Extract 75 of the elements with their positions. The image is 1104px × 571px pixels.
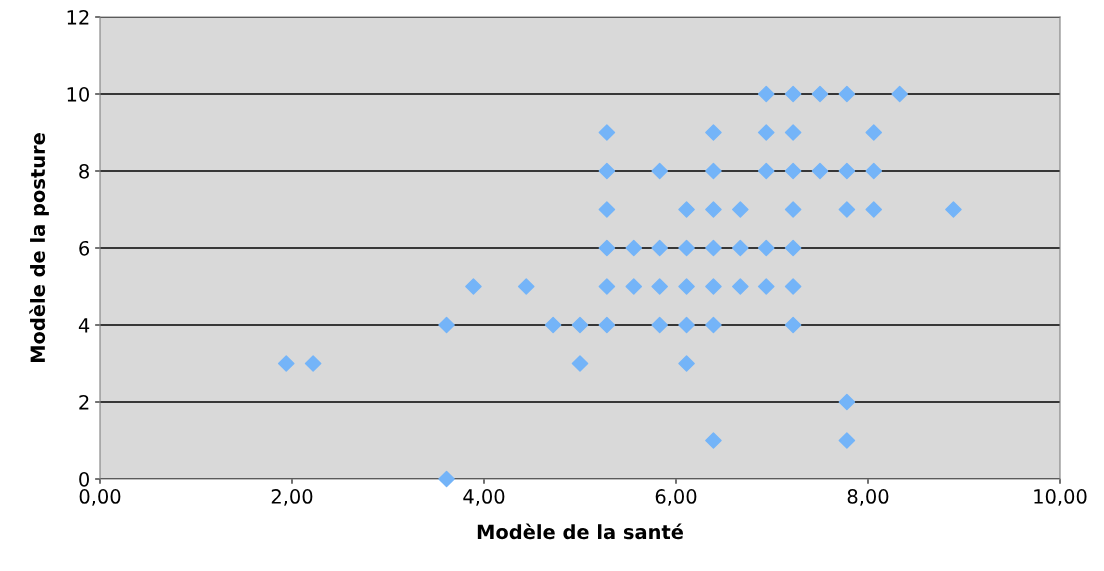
- point: [757, 162, 775, 180]
- point: [438, 470, 455, 488]
- point: [678, 355, 695, 372]
- point: [784, 316, 802, 334]
- point: [304, 355, 322, 372]
- point: [732, 278, 749, 295]
- point: [651, 316, 668, 334]
- point: [598, 162, 616, 180]
- point: [625, 278, 643, 295]
- point: [838, 393, 856, 411]
- point: [678, 201, 695, 218]
- point: [838, 201, 856, 218]
- y-tick-label: 2: [79, 394, 89, 410]
- y-tick-label: 8: [79, 163, 89, 179]
- point: [865, 201, 883, 218]
- point: [438, 316, 455, 334]
- y-axis-title: Modèle de la posture: [29, 133, 49, 363]
- point: [838, 432, 856, 449]
- y-tick-label: 0: [79, 471, 89, 487]
- point: [705, 162, 722, 180]
- point: [811, 162, 829, 180]
- point: [757, 124, 775, 141]
- point: [891, 85, 908, 103]
- point: [784, 85, 802, 103]
- point: [705, 278, 722, 295]
- x-axis-title: Modèle de la santé: [477, 523, 683, 540]
- point: [678, 278, 695, 295]
- x-tick-label: 0,00: [79, 489, 121, 506]
- point: [277, 355, 295, 372]
- point: [651, 239, 668, 257]
- point: [598, 201, 616, 218]
- point: [705, 316, 722, 334]
- point: [571, 316, 589, 334]
- point: [651, 278, 668, 295]
- point: [465, 278, 482, 295]
- y-tick-label: 6: [79, 240, 90, 256]
- x-tick-label: 10,00: [1034, 489, 1087, 506]
- point: [598, 278, 616, 295]
- point: [598, 124, 616, 141]
- point: [705, 432, 722, 449]
- x-tick-label: 4,00: [463, 489, 505, 506]
- point: [784, 278, 802, 295]
- point: [598, 239, 616, 257]
- point: [598, 316, 616, 334]
- point: [625, 239, 643, 257]
- point: [784, 201, 802, 218]
- point: [705, 201, 722, 218]
- point: [571, 355, 589, 372]
- y-tick-label: 12: [67, 9, 89, 25]
- point: [544, 316, 562, 334]
- point: [865, 162, 883, 180]
- point: [945, 201, 962, 218]
- x-tick-label: 8,00: [847, 489, 889, 506]
- point: [757, 239, 775, 257]
- point: [865, 124, 883, 141]
- y-tick-label: 10: [67, 86, 89, 102]
- point: [651, 162, 668, 180]
- point: [678, 316, 695, 334]
- point: [838, 162, 856, 180]
- point: [705, 239, 722, 257]
- point: [732, 239, 749, 257]
- point: [678, 239, 695, 257]
- point: [784, 124, 802, 141]
- point: [757, 278, 775, 295]
- point: [811, 85, 829, 103]
- x-tick-label: 6,00: [655, 489, 697, 506]
- point: [517, 278, 535, 295]
- point: [838, 85, 856, 103]
- point: [705, 124, 722, 141]
- y-tick-label: 4: [78, 318, 90, 333]
- point: [784, 162, 802, 180]
- point: [784, 239, 802, 257]
- point: [732, 201, 749, 218]
- point: [757, 85, 775, 103]
- x-tick-label: 2,00: [271, 489, 313, 506]
